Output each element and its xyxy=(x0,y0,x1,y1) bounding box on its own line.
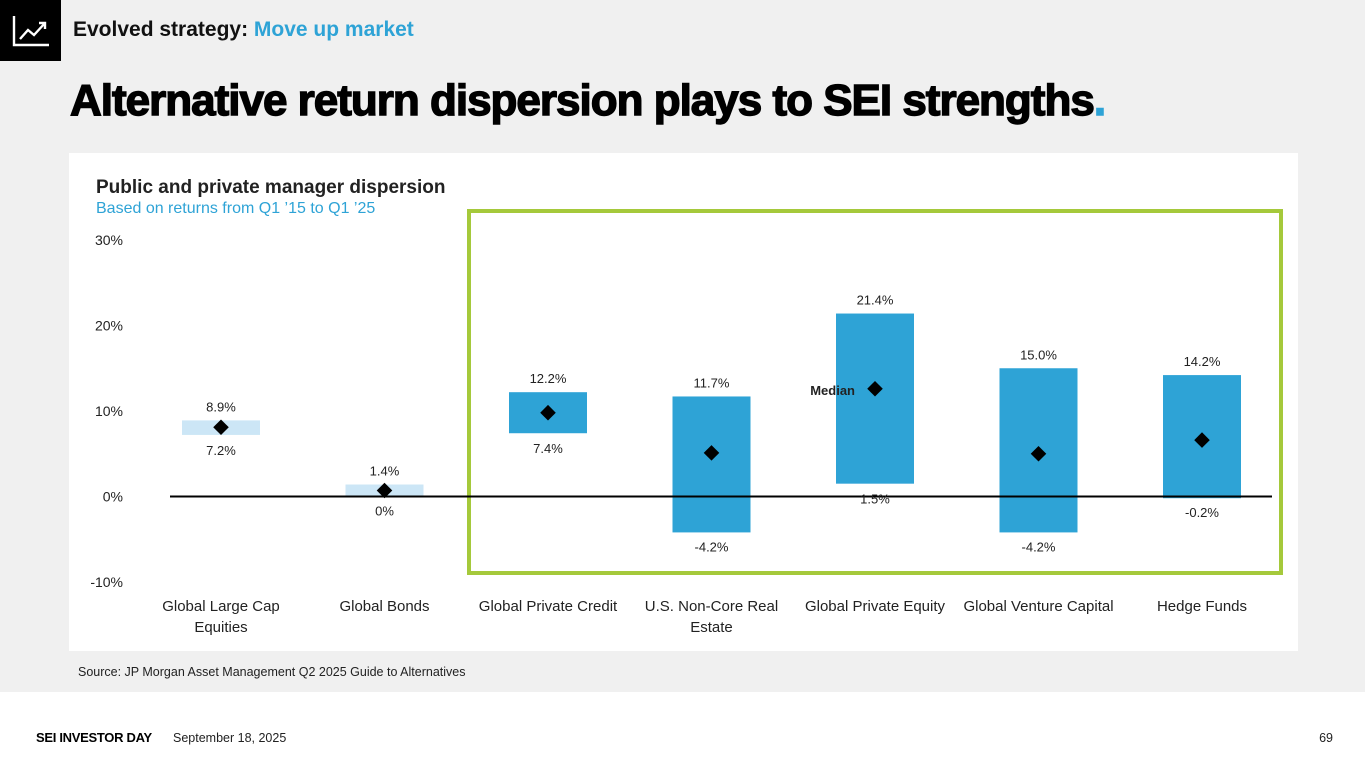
low-value-label: 1.5% xyxy=(860,492,890,507)
high-value-label: 11.7% xyxy=(694,375,730,390)
median-marker xyxy=(1194,432,1210,448)
highlight-box xyxy=(467,209,1283,575)
footer-brand: SEI INVESTOR DAY xyxy=(36,730,152,745)
high-value-label: 21.4% xyxy=(857,293,894,308)
category-label: Global Private Equity xyxy=(805,598,946,615)
category-label: U.S. Non-Core Real xyxy=(645,598,778,615)
category-label: Equities xyxy=(194,619,247,636)
dispersion-chart: 30% 20% 10% 0% -10% 8.9% 7.2% Global Large Cap E… xyxy=(90,209,1283,636)
section-kicker: Evolved strategy: Move up market xyxy=(73,18,414,42)
kicker-accent: Move up market xyxy=(253,18,414,41)
low-value-label: -4.2% xyxy=(695,539,729,554)
page-number: 69 xyxy=(1319,731,1333,745)
high-value-label: 15.0% xyxy=(1020,347,1057,362)
low-value-label: 7.2% xyxy=(206,443,236,458)
median-marker xyxy=(1030,445,1047,462)
median-legend-label: Median xyxy=(810,383,855,398)
range-bar xyxy=(836,313,914,484)
trend-line-icon xyxy=(0,0,61,61)
page-title-text: Alternative return dispersion plays to S… xyxy=(69,75,1095,125)
y-tick-label: 10% xyxy=(95,403,123,419)
low-value-label: 7.4% xyxy=(533,441,563,456)
category-label: Global Large Cap xyxy=(162,598,280,615)
page-title: Alternative return dispersion plays to S… xyxy=(69,75,1107,126)
category-label: Estate xyxy=(690,619,733,636)
category-label: Global Venture Capital xyxy=(963,598,1113,615)
chart-subtitle: Based on returns from Q1 ’15 to Q1 ’25 xyxy=(96,200,376,217)
high-value-label: 14.2% xyxy=(1184,354,1221,369)
low-value-label: -4.2% xyxy=(1022,539,1056,554)
kicker-prefix: Evolved strategy: xyxy=(73,18,249,41)
y-tick-label: 20% xyxy=(95,318,123,334)
low-value-label: 0% xyxy=(375,504,394,519)
range-bar xyxy=(672,396,751,533)
category-label: Global Bonds xyxy=(339,598,429,615)
high-value-label: 1.4% xyxy=(370,464,400,479)
footer-date: September 18, 2025 xyxy=(173,731,287,745)
high-value-label: 8.9% xyxy=(206,399,236,414)
y-tick-label: -10% xyxy=(90,574,123,590)
y-tick-label: 30% xyxy=(95,232,123,248)
median-marker xyxy=(213,419,229,436)
high-value-label: 12.2% xyxy=(530,371,567,386)
category-label: Global Private Credit xyxy=(479,598,618,615)
category-label: Hedge Funds xyxy=(1157,598,1247,615)
low-value-label: -0.2% xyxy=(1185,505,1219,520)
source-note: Source: JP Morgan Asset Management Q2 20… xyxy=(78,665,466,679)
y-tick-label: 0% xyxy=(103,489,123,505)
title-dot: . xyxy=(1093,75,1107,125)
chart-title: Public and private manager dispersion xyxy=(96,177,446,198)
